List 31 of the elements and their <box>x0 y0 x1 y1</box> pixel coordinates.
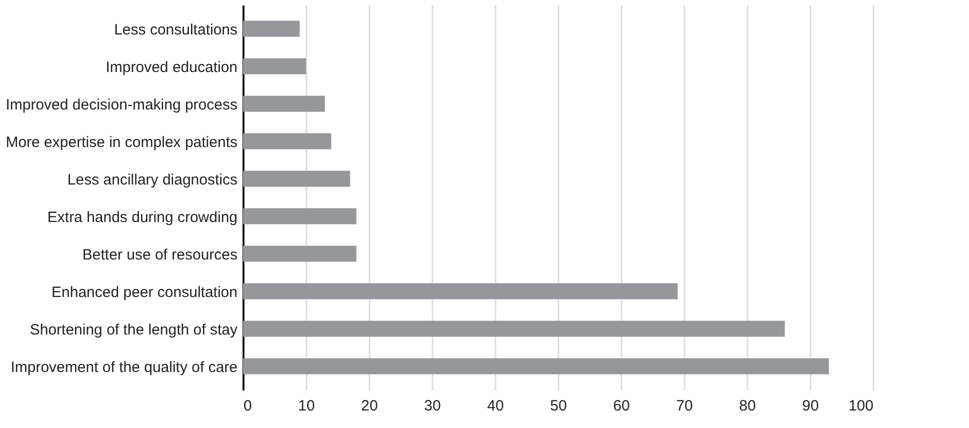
bar <box>243 96 325 112</box>
bar <box>243 58 306 74</box>
x-tick-label: 0 <box>244 398 252 414</box>
x-tick-label: 100 <box>848 398 874 414</box>
x-tick-label: 20 <box>361 398 378 414</box>
x-tick-label: 30 <box>424 398 441 414</box>
x-tick-label: 10 <box>298 398 315 414</box>
y-tick-label: Less consultations <box>114 21 238 38</box>
y-tick-label: Better use of resources <box>82 246 238 264</box>
y-tick-label: Improved decision-making process <box>6 96 238 114</box>
bar <box>243 246 356 262</box>
bar <box>243 358 829 374</box>
y-tick-label: Less ancillary diagnostics <box>67 171 238 188</box>
y-tick-label: Enhanced peer consultation <box>52 284 238 301</box>
y-tick-label: Extra hands during crowding <box>47 208 238 226</box>
x-tick-label: 90 <box>802 398 819 414</box>
bar <box>243 320 785 337</box>
bar <box>243 20 300 37</box>
x-tick-label: 60 <box>613 398 630 414</box>
bar <box>243 133 332 150</box>
y-tick-label: Improvement of the quality of care <box>10 358 238 376</box>
y-tick-label: More expertise in complex patients <box>6 134 238 151</box>
x-tick-label: 40 <box>487 398 504 414</box>
bar <box>243 170 350 187</box>
bar <box>243 283 678 300</box>
x-tick-label: 70 <box>676 398 693 414</box>
x-tick-label: 50 <box>550 398 567 414</box>
bar <box>243 208 356 224</box>
y-tick-label: Shortening of the length of stay <box>30 321 238 338</box>
y-tick-label: Improved education <box>106 58 238 76</box>
x-tick-label: 80 <box>739 398 756 414</box>
